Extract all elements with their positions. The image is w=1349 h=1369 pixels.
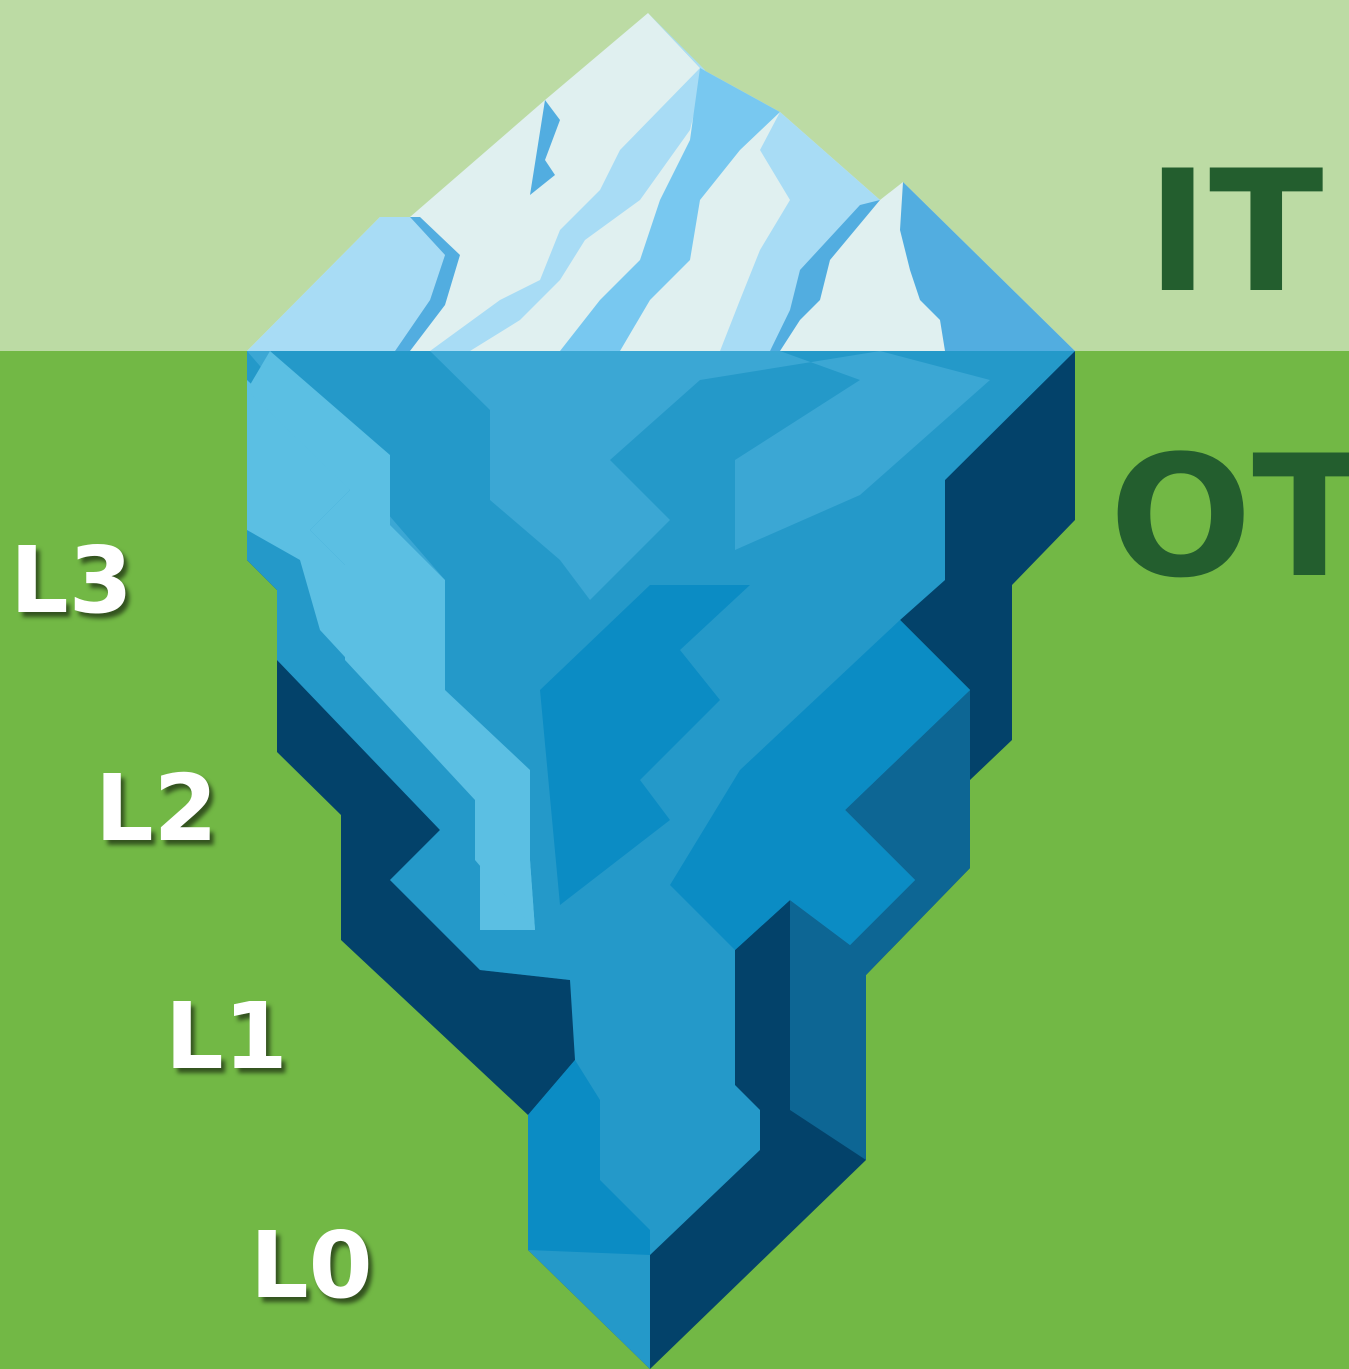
level-label: L2	[95, 755, 218, 862]
ot-label: OT	[1109, 419, 1349, 615]
level-label: L3	[10, 527, 133, 634]
level-label: L0	[250, 1212, 373, 1319]
it-label: IT	[1146, 134, 1323, 330]
level-label: L1	[165, 983, 288, 1090]
iceberg-diagram: IT OT L3 L2 L1 L0	[0, 0, 1349, 1369]
